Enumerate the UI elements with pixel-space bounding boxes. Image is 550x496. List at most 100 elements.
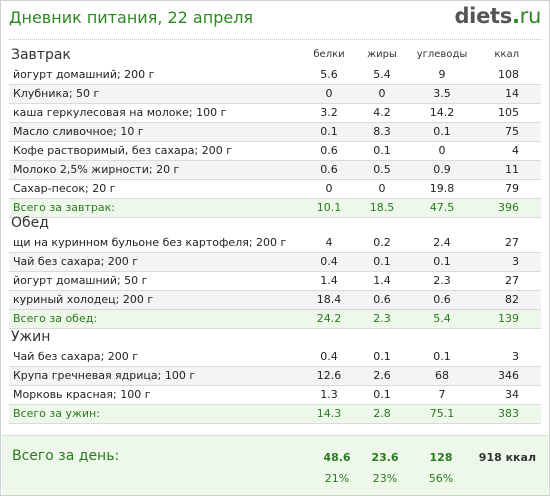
meal-table-breakfast: Завтрак белки жиры углеводы ккал йогурт … [9, 44, 541, 218]
site-logo[interactable]: diets.ru [454, 4, 541, 28]
kcal-value: 11 [479, 160, 541, 180]
kcal-value: 105 [479, 103, 541, 123]
kcal-total: 396 [479, 198, 541, 218]
carbs-total: 5.4 [405, 309, 479, 329]
food-name: Масло сливочное; 10 г [9, 122, 299, 142]
fat-total: 2.8 [359, 404, 405, 424]
protein-value: 0.1 [299, 122, 359, 142]
carbs-value: 3.5 [405, 84, 479, 104]
logo-tld: ru [519, 4, 542, 28]
food-name: Молоко 2,5% жирности; 20 г [9, 160, 299, 180]
protein-total: 10.1 [299, 198, 359, 218]
table-row: Кофе растворимый, без сахара; 200 г 0.6 … [9, 141, 541, 161]
section-header: Ужин [9, 326, 541, 348]
meal-title: Обед [11, 215, 49, 231]
day-total-panel: Всего за день: 48.6 23.6 128 918 ккал 21… [2, 435, 548, 495]
food-name: Морковь красная; 100 г [9, 385, 299, 405]
protein-value: 3.2 [299, 103, 359, 123]
fat-value: 2.6 [359, 366, 405, 386]
fat-value: 4.2 [359, 103, 405, 123]
carbs-value: 0.1 [405, 348, 479, 367]
food-name: Чай без сахара; 200 г [9, 348, 299, 367]
day-protein-total: 48.6 [323, 451, 351, 464]
table-row: щи на куринном бульоне без картофеля; 20… [9, 234, 542, 253]
col-carbs-header: углеводы [416, 49, 468, 60]
table-row: Сахар-песок; 20 г 0 0 19.8 79 [9, 179, 541, 199]
kcal-value: 3 [479, 252, 542, 272]
protein-value: 0.6 [299, 141, 359, 161]
carbs-value: 0 [405, 141, 479, 161]
divider [9, 39, 541, 40]
protein-value: 18.4 [299, 290, 359, 310]
food-name: Кофе растворимый, без сахара; 200 г [9, 141, 299, 161]
table-row: куриный холодец; 200 г 18.4 0.6 0.6 82 [9, 290, 542, 310]
kcal-value: 108 [479, 66, 541, 85]
food-name: каша геркулесовая на молоке; 100 г [9, 103, 299, 123]
col-kcal-header: ккал [494, 49, 519, 60]
logo-dot: . [511, 4, 520, 28]
kcal-value: 27 [479, 271, 542, 291]
col-protein-header: белки [313, 49, 345, 60]
total-label: Всего за завтрак: [9, 198, 299, 218]
table-row: Масло сливочное; 10 г 0.1 8.3 0.1 75 [9, 122, 541, 142]
food-name: йогурт домашний; 50 г [9, 271, 299, 291]
protein-value: 12.6 [299, 366, 359, 386]
protein-value: 5.6 [299, 66, 359, 85]
kcal-value: 346 [479, 366, 541, 386]
protein-value: 0.4 [299, 252, 359, 272]
table-row: каша геркулесовая на молоке; 100 г 3.2 4… [9, 103, 541, 123]
food-name: йогурт домашний; 200 г [9, 66, 299, 85]
carbs-value: 7 [405, 385, 479, 405]
protein-value: 0 [299, 84, 359, 104]
protein-total: 14.3 [299, 404, 359, 424]
fat-value: 0.1 [359, 348, 405, 367]
header: Дневник питания, 22 апреля diets.ru [1, 1, 549, 35]
protein-value: 1.4 [299, 271, 359, 291]
food-name: куриный холодец; 200 г [9, 290, 299, 310]
section-header: Завтрак белки жиры углеводы ккал [9, 44, 541, 66]
kcal-value: 4 [479, 141, 541, 161]
day-carbs-total: 128 [429, 451, 453, 464]
carbs-value: 19.8 [405, 179, 479, 199]
fat-value: 0 [359, 179, 405, 199]
carbs-value: 0.1 [405, 252, 479, 272]
fat-value: 0 [359, 84, 405, 104]
fat-value: 0.1 [359, 252, 405, 272]
fat-value: 0.5 [359, 160, 405, 180]
fat-total: 18.5 [359, 198, 405, 218]
table-row: Клубника; 50 г 0 0 3.5 14 [9, 84, 541, 104]
meal-total-row: Всего за завтрак: 10.1 18.5 47.5 396 [9, 198, 541, 218]
carbs-value: 0.9 [405, 160, 479, 180]
food-name: щи на куринном бульоне без картофеля; 20… [9, 234, 299, 253]
kcal-value: 27 [479, 234, 542, 253]
food-name: Сахар-песок; 20 г [9, 179, 299, 199]
carbs-percent: 56% [428, 472, 454, 485]
table-row: Чай без сахара; 200 г 0.4 0.1 0.1 3 [9, 252, 542, 272]
kcal-value: 34 [479, 385, 541, 405]
carbs-value: 2.4 [405, 234, 479, 253]
fat-total: 2.3 [359, 309, 405, 329]
logo-main: diets [454, 4, 512, 28]
table-row: йогурт домашний; 200 г 5.6 5.4 9 108 [9, 66, 541, 85]
table-row: Молоко 2,5% жирности; 20 г 0.6 0.5 0.9 1… [9, 160, 541, 180]
total-label: Всего за обед: [9, 309, 299, 329]
protein-value: 0.4 [299, 348, 359, 367]
carbs-value: 68 [405, 366, 479, 386]
food-name: Крупа гречневая ядрица; 100 г [9, 366, 299, 386]
protein-value: 1.3 [299, 385, 359, 405]
fat-value: 0.6 [359, 290, 405, 310]
fat-value: 0.2 [359, 234, 405, 253]
protein-value: 4 [299, 234, 359, 253]
table-row: Крупа гречневая ядрица; 100 г 12.6 2.6 6… [9, 366, 541, 386]
carbs-value: 9 [405, 66, 479, 85]
day-kcal-total: 918 ккал [478, 451, 536, 464]
fat-value: 0.1 [359, 385, 405, 405]
meal-total-row: Всего за обед: 24.2 2.3 5.4 139 [9, 309, 542, 329]
kcal-value: 3 [479, 348, 541, 367]
carbs-value: 2.3 [405, 271, 479, 291]
total-label: Всего за ужин: [9, 404, 299, 424]
fat-value: 8.3 [359, 122, 405, 142]
kcal-total: 383 [479, 404, 541, 424]
kcal-value: 14 [479, 84, 541, 104]
